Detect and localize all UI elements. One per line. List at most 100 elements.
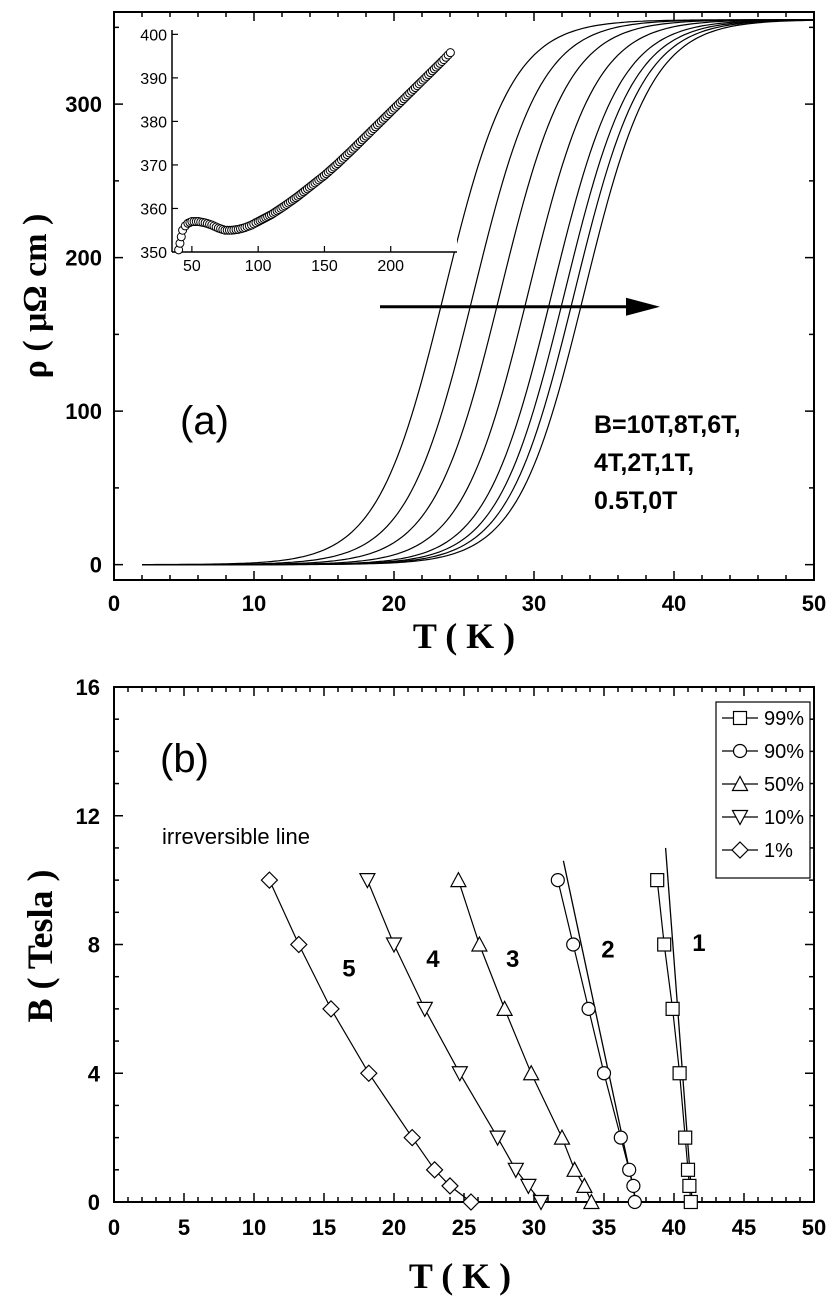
series-point-99%: [665, 1001, 680, 1016]
panel-a-chart: 0 10 20 30 40 50 0 100 200 300 (a) B=10T,8T,6T, 4…: [17, 11, 826, 656]
curve-label-5: 5: [342, 956, 355, 983]
inset-y-tick-label: 400: [140, 27, 167, 44]
series-point-1%: [462, 1193, 480, 1211]
field-annotation-line-3: 0.5T,0T: [594, 487, 677, 515]
series-point-50%: [582, 1193, 600, 1210]
legend-label: 50%: [764, 774, 804, 796]
panel-a-y-tick-label: 100: [65, 399, 102, 424]
curve-label-1: 1: [692, 930, 705, 957]
panel-b-y-tick-label: 16: [76, 675, 100, 700]
series-point-99%: [650, 873, 665, 888]
series-point-10%: [489, 1130, 507, 1147]
series-line-50%: [457, 879, 592, 1203]
panel-a-y-tick-label: 0: [90, 553, 102, 578]
panel-b-x-tick-label: 35: [592, 1215, 616, 1240]
series-point-10%: [416, 1001, 434, 1018]
series-point-10%: [532, 1194, 550, 1211]
series-line-10%: [366, 879, 542, 1203]
panel-a-frame: [113, 11, 815, 581]
panel-b-frame: [113, 686, 815, 1203]
inset-x-tick-label: 50: [183, 258, 201, 275]
series-point-99%: [672, 1066, 687, 1081]
panel-a-x-tick-label: 50: [802, 591, 826, 616]
legend-box: [715, 701, 811, 879]
legend-label: 90%: [764, 741, 804, 763]
field-arrow: [380, 297, 660, 316]
series-point-90%: [626, 1178, 641, 1194]
inset-x-tick-label: 150: [311, 258, 338, 275]
series-point-99%: [683, 1194, 698, 1210]
inset-data-point: [445, 48, 455, 58]
inset-y-tick-label: 390: [140, 71, 167, 88]
panel-b-y-axis-label: B ( Tesla ): [20, 869, 60, 1022]
series-point-50%: [496, 1000, 514, 1016]
panel-a-x-tick-label: 20: [382, 591, 406, 616]
legend-marker-10%: [731, 809, 749, 826]
panel-b-fit-lines: [562, 847, 693, 1203]
series-point-90%: [627, 1194, 642, 1210]
extrapolation-fit-line: [664, 847, 693, 1203]
curve-label-3: 3: [506, 946, 519, 973]
series-point-99%: [682, 1178, 697, 1194]
panel-b-x-tick-label: 40: [662, 1215, 686, 1240]
series-line-99%: [656, 880, 692, 1203]
series-point-1%: [322, 1000, 340, 1018]
panel-a-x-tick-label: 10: [242, 591, 266, 616]
irreversible-line-annotation: irreversible line: [162, 824, 310, 849]
panel-b-x-tick-label: 15: [312, 1215, 336, 1240]
panel-b-y-tick-label: 4: [88, 1061, 101, 1086]
series-point-10%: [358, 873, 376, 889]
panel-b-series: [260, 871, 698, 1211]
inset-y-tick-label: 370: [140, 158, 167, 175]
resistivity-curve-0T: [142, 19, 814, 566]
series-point-1%: [289, 935, 308, 954]
inset-background: [172, 30, 457, 252]
panel-b-x-tick-label: 0: [108, 1215, 120, 1240]
inset-y-tick-label: 350: [140, 245, 167, 262]
series-point-10%: [451, 1066, 469, 1083]
panel-b-x-tick-label: 50: [802, 1215, 826, 1240]
series-point-50%: [522, 1064, 540, 1081]
panel-b-x-tick-label: 10: [242, 1215, 266, 1240]
panel-b-y-tick-label: 0: [88, 1190, 100, 1215]
panel-a-label: (a): [180, 399, 229, 443]
series-point-50%: [575, 1177, 593, 1194]
legend-marker-90%: [732, 743, 748, 759]
series-point-1%: [425, 1160, 444, 1179]
series-point-1%: [260, 871, 279, 889]
panel-a-y-tick-label: 300: [65, 92, 102, 117]
series-point-90%: [622, 1162, 637, 1177]
panel-a-curves: [142, 19, 815, 566]
series-point-50%: [470, 935, 488, 952]
series-point-99%: [680, 1162, 696, 1177]
panel-a-ticks: 0 10 20 30 40 50 0 100 200 300: [65, 12, 826, 616]
series-line-1%: [268, 879, 472, 1203]
series-point-99%: [678, 1130, 693, 1145]
series-point-50%: [553, 1128, 571, 1145]
panel-b-x-tick-label: 5: [178, 1215, 190, 1240]
legend-label: 1%: [764, 840, 793, 862]
legend-marker-50%: [731, 775, 749, 792]
series-line-90%: [557, 879, 636, 1203]
inset-x-tick-label: 100: [245, 258, 272, 275]
inset-x-tick-label: 200: [377, 258, 404, 275]
series-point-99%: [657, 937, 672, 952]
panel-b-x-axis-label: T ( K ): [409, 1256, 511, 1296]
series-point-90%: [596, 1066, 612, 1081]
series-point-90%: [613, 1130, 628, 1145]
field-annotation-line-2: 4T,2T,1T,: [594, 449, 694, 477]
panel-b-y-tick-label: 12: [76, 804, 100, 829]
legend-marker-1%: [731, 841, 749, 859]
panel-b-legend: 99% 90% 50% 10% 1%: [715, 701, 811, 879]
panel-b-y-tick-label: 8: [88, 933, 100, 958]
extrapolation-fit-line: [562, 860, 637, 1203]
series-point-50%: [449, 871, 467, 888]
series-point-1%: [359, 1064, 378, 1083]
legend-label: 99%: [764, 708, 804, 730]
panel-a-y-axis-label: ρ ( μΩ cm ): [17, 214, 54, 379]
series-point-50%: [566, 1161, 584, 1177]
panel-b-label: (b): [160, 737, 209, 781]
